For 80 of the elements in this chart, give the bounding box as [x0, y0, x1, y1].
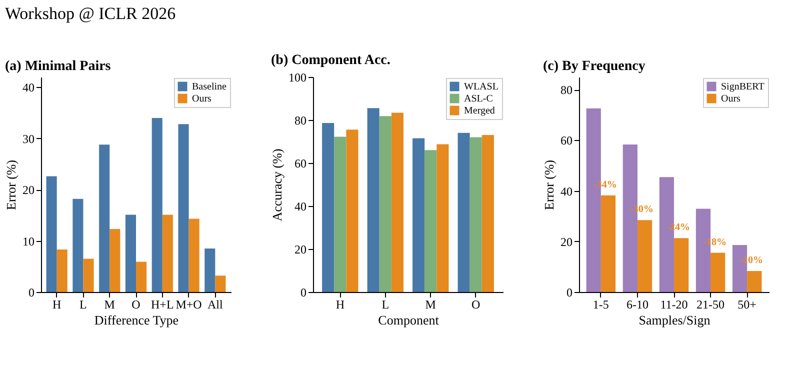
y-tick-label: 20 [294, 242, 306, 256]
x-tick-label: 50+ [738, 298, 757, 312]
bar [162, 214, 173, 292]
y-axis-title: Error (%) [542, 160, 556, 210]
x-tick-label: L [382, 298, 390, 312]
bar [56, 250, 68, 292]
y-tick-label: 40 [294, 200, 306, 214]
bar [367, 108, 380, 292]
bar [83, 258, 94, 292]
y-tick-label: 80 [294, 114, 306, 128]
legend-label: Baseline [192, 82, 227, 92]
x-tick-label: 1-5 [592, 298, 609, 312]
bar [436, 144, 449, 292]
bar [674, 238, 689, 292]
y-tick-label: 40 [22, 80, 34, 95]
bar [391, 112, 404, 292]
legend-label: Ours [721, 94, 741, 104]
x-tick-label: 6-10 [626, 298, 648, 312]
x-tick-label: 21-50 [696, 298, 725, 312]
bar [458, 132, 470, 292]
bar [379, 116, 392, 292]
x-tick-label: All [207, 298, 224, 312]
bar [600, 195, 616, 292]
chart-title: (a) Minimal Pairs [5, 59, 112, 74]
y-axis-title: Error (%) [4, 160, 18, 210]
y-tick-label: 40 [560, 184, 572, 198]
y-tick-label: 20 [22, 183, 34, 198]
x-tick-label: O [132, 298, 141, 312]
y-tick-label: 0 [28, 286, 34, 300]
y-tick-label: 0 [300, 286, 306, 300]
text: Workshop @ ICLR 2026 [5, 4, 176, 23]
y-tick-label: 100 [288, 70, 306, 84]
x-tick-label: H [52, 298, 62, 312]
legend-label: ASL-C [464, 94, 494, 104]
y-tick-label: 0 [566, 286, 572, 300]
x-axis-title: Samples/Sign [638, 312, 711, 328]
bar [188, 218, 200, 292]
y-axis-title: Accuracy (%) [270, 148, 284, 222]
bar [215, 276, 226, 292]
y-tick-label: 10 [22, 234, 34, 248]
bar [334, 136, 346, 292]
bar [747, 271, 762, 292]
bar [346, 130, 358, 292]
x-tick-label: H [336, 298, 345, 312]
y-tick-label: 30 [22, 132, 34, 146]
x-tick-label: L [80, 298, 87, 312]
bar [152, 118, 162, 292]
bar [322, 123, 334, 292]
x-tick-label: M [104, 298, 116, 312]
bar [110, 229, 120, 292]
y-tick-label: 80 [560, 83, 572, 98]
legend-label: Merged [464, 106, 495, 116]
x-tick-label: 11-20 [660, 298, 688, 312]
bar [178, 124, 189, 292]
bar [412, 138, 425, 292]
bar [204, 248, 216, 292]
bar [710, 252, 726, 292]
bar [424, 150, 437, 292]
bar [136, 262, 147, 292]
legend-label: WLASL [464, 82, 498, 92]
x-tick-label: H+L [151, 298, 174, 312]
chart-title: (c) By Frequency [543, 59, 646, 74]
bar [482, 135, 494, 292]
y-tick-label: 60 [560, 134, 572, 148]
y-tick-label: 20 [560, 234, 572, 249]
chart-title: (b) Component Acc. [271, 53, 390, 68]
bar [99, 144, 110, 292]
x-axis-title: Difference Type [94, 312, 179, 328]
bar [637, 220, 652, 292]
bar [46, 176, 57, 292]
legend-label: SignBERT [721, 82, 764, 92]
bar [72, 198, 84, 292]
bar [470, 137, 482, 292]
bar [125, 214, 136, 292]
legend-label: Ours [192, 94, 212, 104]
x-axis-title: Component [378, 312, 440, 328]
x-tick-label: M [425, 298, 436, 312]
x-tick-label: M+O [176, 298, 202, 312]
x-tick-label: O [472, 298, 481, 312]
y-tick-label: 60 [294, 156, 306, 170]
